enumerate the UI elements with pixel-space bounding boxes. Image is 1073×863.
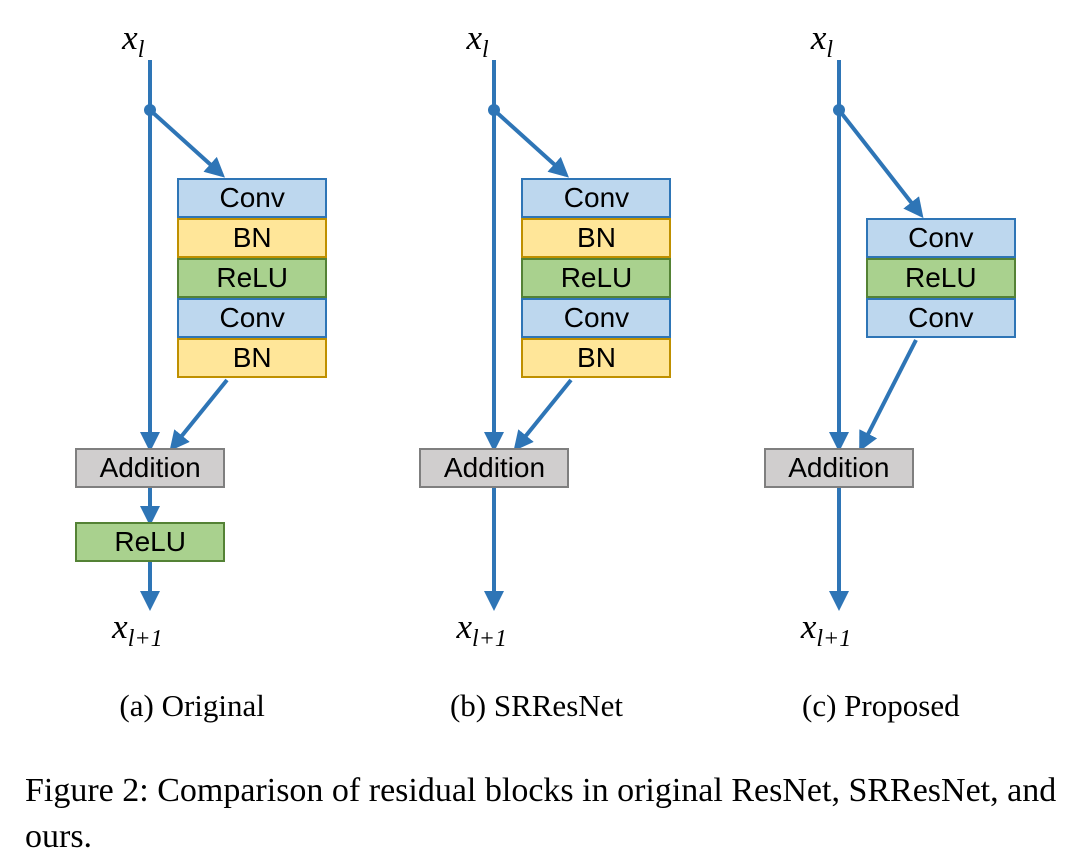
figure: xlConvBNReLUConvBNAdditionReLUxl+1(a) Or… — [0, 0, 1073, 863]
relu-block: ReLU — [177, 258, 327, 298]
input-label: xl — [466, 18, 488, 64]
sub-caption: (c) Proposed — [716, 688, 1046, 724]
sub-caption: (a) Original — [27, 688, 357, 724]
panel-original: xlConvBNReLUConvBNAdditionReLUxl+1(a) Or… — [27, 10, 357, 730]
relu-block: ReLU — [75, 522, 225, 562]
arrow-line — [494, 110, 566, 175]
branch-dot — [144, 104, 156, 116]
relu-block: ReLU — [521, 258, 671, 298]
output-label: xl+1 — [112, 607, 162, 653]
arrow-line — [861, 340, 916, 448]
conv-block: Conv — [521, 178, 671, 218]
relu-block: ReLU — [866, 258, 1016, 298]
input-label: xl — [122, 18, 144, 64]
panel-srresnet: xlConvBNReLUConvBNAdditionxl+1(b) SRResN… — [371, 10, 701, 730]
conv-block: Conv — [177, 178, 327, 218]
addition-block: Addition — [75, 448, 225, 488]
conv-block: Conv — [177, 298, 327, 338]
conv-block: Conv — [866, 218, 1016, 258]
bn-block: BN — [521, 218, 671, 258]
addition-block: Addition — [419, 448, 569, 488]
bn-block: BN — [177, 218, 327, 258]
output-label: xl+1 — [456, 607, 506, 653]
branch-dot — [833, 104, 845, 116]
arrow-line — [172, 380, 227, 448]
panel-proposed: xl ConvReLUConv Addition xl+1 (c) Proposed — [716, 10, 1046, 730]
conv-block: Conv — [866, 298, 1016, 338]
arrows-layer — [716, 10, 1046, 730]
bn-block: BN — [177, 338, 327, 378]
panels-row: xlConvBNReLUConvBNAdditionReLUxl+1(a) Or… — [0, 0, 1073, 730]
sub-caption: (b) SRResNet — [371, 688, 701, 724]
input-label: xl — [811, 18, 833, 64]
output-label: xl+1 — [801, 607, 851, 653]
figure-caption: Figure 2: Comparison of residual blocks … — [25, 768, 1058, 860]
arrow-line — [150, 110, 222, 175]
addition-block: Addition — [764, 448, 914, 488]
conv-block: Conv — [521, 298, 671, 338]
bn-block: BN — [521, 338, 671, 378]
branch-dot — [488, 104, 500, 116]
arrow-line — [839, 110, 921, 215]
arrow-line — [516, 380, 571, 448]
